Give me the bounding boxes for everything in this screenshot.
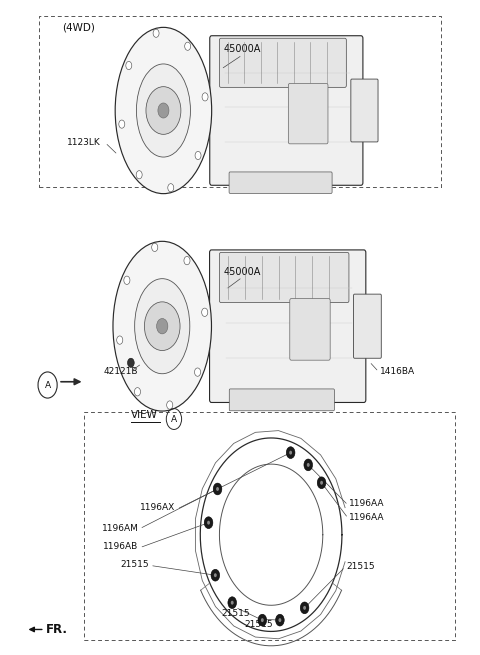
Text: 21515: 21515 <box>120 560 149 569</box>
Circle shape <box>167 401 173 409</box>
Circle shape <box>126 62 132 69</box>
Ellipse shape <box>113 241 212 411</box>
Circle shape <box>202 93 208 101</box>
Circle shape <box>211 569 220 581</box>
Ellipse shape <box>135 278 190 374</box>
Ellipse shape <box>115 28 212 194</box>
Circle shape <box>214 573 217 577</box>
Circle shape <box>278 618 281 622</box>
FancyBboxPatch shape <box>210 36 363 185</box>
Circle shape <box>287 447 295 458</box>
Text: 1196AX: 1196AX <box>140 504 175 512</box>
FancyBboxPatch shape <box>351 79 378 142</box>
Circle shape <box>207 521 210 525</box>
Circle shape <box>119 120 125 128</box>
Circle shape <box>146 86 181 134</box>
Text: (4WD): (4WD) <box>62 22 95 32</box>
Circle shape <box>195 151 201 160</box>
Circle shape <box>276 614 284 626</box>
FancyBboxPatch shape <box>290 299 330 360</box>
Circle shape <box>117 336 123 345</box>
Text: 45000A: 45000A <box>224 45 261 54</box>
Circle shape <box>202 308 208 316</box>
FancyBboxPatch shape <box>288 83 328 144</box>
Circle shape <box>156 318 168 334</box>
Circle shape <box>320 481 323 485</box>
Text: 1196AB: 1196AB <box>103 542 139 551</box>
Circle shape <box>216 487 219 491</box>
Circle shape <box>158 103 169 118</box>
Ellipse shape <box>136 64 191 157</box>
Text: A: A <box>45 381 51 390</box>
Circle shape <box>184 257 190 265</box>
Circle shape <box>213 483 222 495</box>
Circle shape <box>152 243 158 252</box>
Circle shape <box>258 614 266 626</box>
Text: 21515: 21515 <box>346 561 375 571</box>
Circle shape <box>303 606 306 610</box>
Text: 1196AM: 1196AM <box>102 523 139 533</box>
Text: 21515: 21515 <box>221 608 250 618</box>
Circle shape <box>134 388 141 396</box>
Circle shape <box>231 601 234 605</box>
FancyBboxPatch shape <box>229 172 332 193</box>
Circle shape <box>317 477 326 489</box>
Text: 45000A: 45000A <box>224 267 261 276</box>
Circle shape <box>289 451 292 455</box>
Circle shape <box>144 302 180 350</box>
Circle shape <box>300 602 309 614</box>
Circle shape <box>136 171 142 179</box>
Circle shape <box>194 368 201 376</box>
Circle shape <box>307 463 310 467</box>
Text: A: A <box>171 415 177 424</box>
FancyBboxPatch shape <box>354 294 381 358</box>
Circle shape <box>124 276 130 284</box>
FancyBboxPatch shape <box>229 389 335 411</box>
Circle shape <box>168 183 174 192</box>
Circle shape <box>204 517 213 529</box>
Text: 1196AA: 1196AA <box>349 513 384 521</box>
FancyBboxPatch shape <box>219 38 347 87</box>
Circle shape <box>304 459 312 471</box>
Circle shape <box>185 42 191 50</box>
Circle shape <box>153 29 159 37</box>
Text: 21515: 21515 <box>244 620 273 629</box>
Text: 42121B: 42121B <box>104 367 138 377</box>
Text: VIEW: VIEW <box>131 410 158 421</box>
Text: 1196AA: 1196AA <box>349 500 384 508</box>
Text: 1123LK: 1123LK <box>67 138 100 147</box>
Text: 1416BA: 1416BA <box>380 367 415 377</box>
Circle shape <box>228 597 237 608</box>
Circle shape <box>128 358 134 367</box>
FancyBboxPatch shape <box>210 250 366 402</box>
FancyBboxPatch shape <box>219 252 349 303</box>
Circle shape <box>261 618 264 622</box>
Text: FR.: FR. <box>46 623 68 636</box>
